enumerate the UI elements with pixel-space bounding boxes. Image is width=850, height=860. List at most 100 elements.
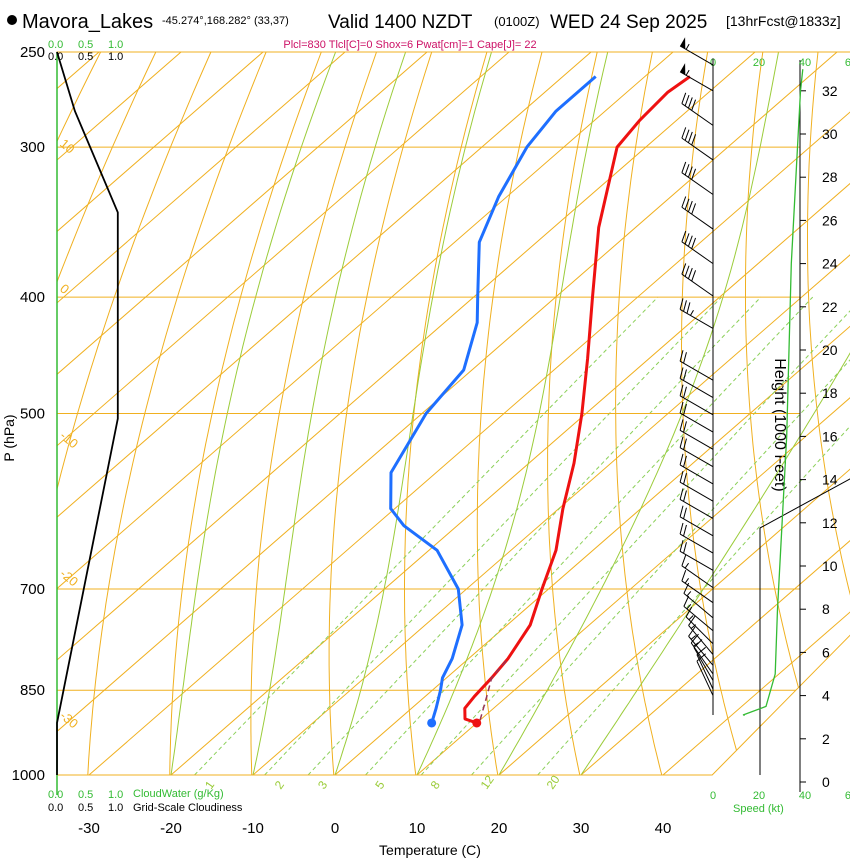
- wind-speed-tick-bottom: 60: [845, 790, 850, 802]
- wind-barb-full: [687, 97, 693, 109]
- cloudiness-caption: Grid-Scale Cloudiness: [133, 802, 243, 814]
- height-tick-label: 2: [822, 731, 830, 747]
- mixing-ratio-line: [471, 296, 850, 775]
- wind-barb-full: [679, 350, 684, 362]
- wind-barb-full: [688, 626, 696, 637]
- cloud-scale-bottom-tick: 0.5: [78, 802, 93, 814]
- wind-barb: [681, 127, 714, 161]
- wind-barb-full: [688, 615, 696, 626]
- wind-barb-half: [684, 562, 689, 569]
- x-tick-label: 30: [573, 820, 590, 837]
- wind-barb-full: [681, 92, 687, 104]
- wind-barb-full: [683, 300, 687, 312]
- height-tick-label: 0: [822, 774, 830, 790]
- wind-barb-full: [681, 161, 687, 173]
- plot-lines: [57, 52, 850, 775]
- height-tick-label: 6: [822, 644, 830, 660]
- wind-barb-full: [687, 131, 693, 143]
- dry-adiabat-line: [476, 52, 543, 775]
- wind-speed-tick-bottom: 40: [799, 790, 811, 802]
- cloud-scale-bottom-tick: 1.0: [108, 789, 123, 801]
- isotherm-line: [57, 52, 346, 775]
- wind-barb-staff: [681, 580, 714, 604]
- wind-barb-full: [681, 570, 687, 582]
- moist-adiabat-line: [252, 52, 450, 775]
- valid-date: WED 24 Sep 2025: [550, 12, 707, 33]
- wind-barb-full: [679, 384, 684, 396]
- wind-barb-half: [686, 604, 692, 610]
- wind-barb-full: [684, 164, 690, 176]
- wind-barb-full: [684, 94, 690, 107]
- wind-barb-full: [679, 540, 684, 552]
- wind-barb-full: [687, 267, 693, 279]
- height-tick-label: 18: [822, 385, 838, 401]
- wind-barb-staff: [679, 464, 714, 485]
- wind-barb-full: [679, 401, 684, 414]
- mixing-ratio-line: [537, 296, 850, 775]
- dry-adiabat-line: [615, 52, 663, 775]
- wind-barb-full: [683, 473, 687, 485]
- height-tick-label: 22: [822, 299, 838, 315]
- wind-barb-staff: [693, 647, 714, 681]
- x-tick-label: -20: [160, 820, 182, 837]
- wind-barb: [679, 350, 714, 381]
- p-tick-label: 500: [20, 406, 45, 423]
- dewpoint-trace: [389, 75, 597, 724]
- wind-barb-staff: [681, 172, 714, 195]
- wind-barb-full: [691, 203, 697, 215]
- wind-barb-staff: [681, 565, 714, 589]
- wind-barb-full: [687, 235, 693, 247]
- sounding-params: Plcl=830 Tlcl[C]=0 Shox=6 Pwat[cm]=1 Cap…: [283, 39, 536, 51]
- wind-speed-caption: Speed (kt): [733, 803, 784, 815]
- wind-barb-full: [684, 265, 690, 277]
- height-tick-label: 30: [822, 126, 838, 142]
- station-name: Mavora_Lakes: [22, 11, 153, 33]
- x-tick-label: 20: [491, 820, 508, 837]
- wind-barb-staff: [679, 308, 714, 329]
- wind-speed-tick-top: 20: [753, 57, 765, 69]
- isotherm-line: [662, 52, 850, 775]
- wind-barb-half: [685, 43, 690, 50]
- isotherm-line: [57, 52, 264, 775]
- moist-adiabat-line: [334, 52, 530, 775]
- wind-barb-staff: [681, 206, 714, 230]
- valid-time: Valid 1400 NZDT: [328, 12, 473, 33]
- wind-barb-full: [685, 606, 693, 618]
- cloud-scale-bottom-tick: 0.0: [48, 789, 63, 801]
- cloud-scale-bottom-tick: 0.5: [78, 789, 93, 801]
- cloudwater-caption: CloudWater (g/Kg): [133, 788, 224, 800]
- p-tick-label: 850: [20, 682, 45, 699]
- p-tick-label: 1000: [12, 767, 45, 784]
- wind-barb: [683, 595, 714, 632]
- dry-adiabat-line: [250, 52, 377, 775]
- wind-barb-staff: [679, 412, 714, 433]
- wind-barb: [679, 419, 714, 450]
- wind-barb: [679, 37, 714, 66]
- height-tick-label: 20: [822, 342, 838, 358]
- wind-barb-staff: [679, 378, 714, 398]
- dry-adiabat-label: 0: [57, 281, 72, 297]
- wind-barb: [688, 626, 714, 666]
- wind-barb-full: [684, 233, 690, 245]
- wind-barb-full: [686, 302, 691, 314]
- surface-dewpoint-dot: [427, 718, 437, 728]
- height-tick-label: 4: [822, 688, 830, 704]
- wind-barb-full: [679, 505, 684, 517]
- wind-barb-full: [679, 488, 684, 500]
- dry-adiabat-line: [57, 52, 157, 775]
- height-tick-label: 8: [822, 601, 830, 617]
- wind-barb-staff: [681, 137, 714, 161]
- wind-barb: [681, 161, 714, 195]
- cloud-scale-top-tick: 1.0: [108, 51, 123, 63]
- wind-barb: [685, 606, 714, 645]
- valid-utc: (0100Z): [494, 14, 540, 29]
- height-tick-label: 26: [822, 212, 838, 228]
- parcel-trace: [479, 658, 509, 721]
- wind-barb: [679, 540, 714, 571]
- wind-barb: [679, 488, 714, 519]
- wind-barb-full: [679, 471, 684, 483]
- wind-speed-tick-top: 40: [799, 57, 811, 69]
- wind-barb-half: [690, 635, 697, 640]
- height-tick-label: 24: [822, 256, 838, 272]
